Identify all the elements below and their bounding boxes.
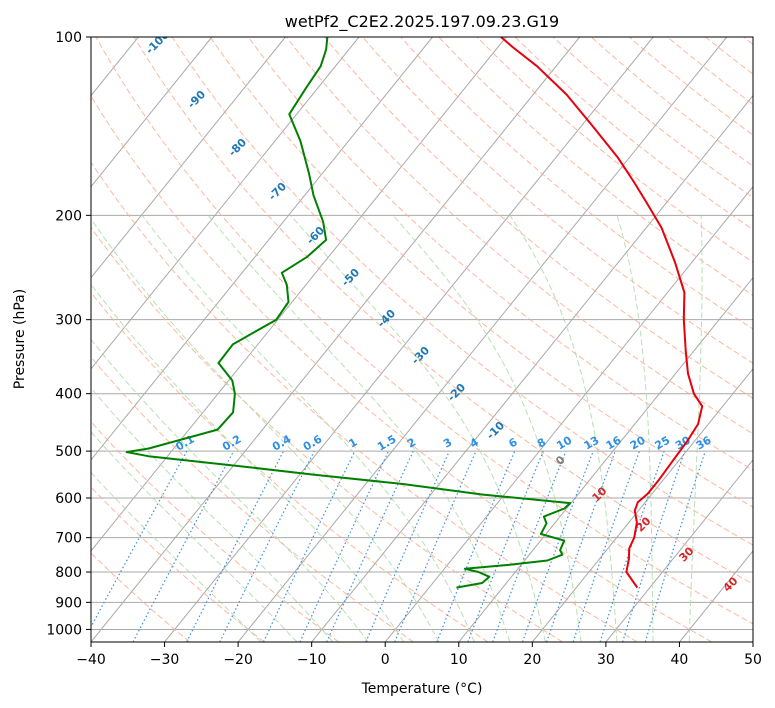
dry-adiabat-line <box>95 37 753 625</box>
isotherm-line <box>311 94 753 642</box>
isotherm-line <box>91 37 213 188</box>
dry-adiabat-line <box>91 95 713 642</box>
mixing-ratio-line <box>394 450 477 642</box>
isotherm-line <box>752 641 753 642</box>
x-tick-label: 50 <box>744 652 762 668</box>
isotherm-line <box>531 368 753 642</box>
moist-adiabat-line <box>207 214 511 642</box>
x-tick-label: −30 <box>150 652 180 668</box>
isotherm-line <box>164 37 654 642</box>
dry-adiabat-line <box>171 37 753 546</box>
x-tick-label: 40 <box>671 652 689 668</box>
mixing-ratio-line <box>219 450 315 642</box>
dry-adiabat-line <box>91 486 265 642</box>
moist-adiabat-line <box>91 218 440 642</box>
moist-adiabat-line <box>290 214 546 642</box>
moist-adiabat-line <box>688 215 703 642</box>
dry-adiabat-line <box>362 37 753 364</box>
temperature-profile-line <box>500 37 704 589</box>
dry-adiabat-line <box>400 37 753 330</box>
isotherm-line <box>91 37 286 279</box>
y-tick-label: 400 <box>55 387 82 403</box>
dry-adiabat-line <box>209 37 753 508</box>
moist-adiabat-line <box>392 214 582 642</box>
x-axis-title: Temperature (°C) <box>361 681 483 697</box>
moist-adiabat-line <box>91 283 405 642</box>
moist-adiabat-line <box>91 338 369 642</box>
moist-adiabat-line <box>509 215 618 642</box>
y-axis: 100 200 300 400 500 600 700 800 900 1000 <box>46 30 91 638</box>
y-tick-label: 300 <box>55 313 82 329</box>
x-tick-label: −20 <box>223 652 253 668</box>
x-tick-label: 20 <box>523 652 541 668</box>
mixing-ratio-line <box>326 450 414 642</box>
y-tick-label: 100 <box>55 30 82 46</box>
dry-adiabat-line <box>590 37 753 167</box>
moist-adiabat-line <box>616 215 654 642</box>
isotherm-line <box>91 37 360 370</box>
x-tick-label: −10 <box>297 652 327 668</box>
isotherm-line <box>458 276 753 642</box>
mixing-ratio-line <box>262 450 356 642</box>
y-tick-label: 800 <box>55 565 82 581</box>
mixing-ratio-line <box>521 450 594 642</box>
x-tick-label: 10 <box>450 652 468 668</box>
isotherm-line <box>384 185 753 642</box>
moist-adiabat-line <box>141 215 475 642</box>
y-tick-label: 900 <box>55 595 82 611</box>
moist-adiabat-line <box>91 387 334 642</box>
isotherm-line <box>237 37 728 642</box>
isotherm-line <box>91 37 433 461</box>
y-tick-label: 700 <box>55 531 82 547</box>
y-tick-label: 1000 <box>46 622 82 638</box>
dry-adiabat-line <box>91 356 414 642</box>
mixing-ratio-line <box>622 450 686 642</box>
moist-adiabat-line <box>91 471 262 642</box>
plot-frame <box>90 36 754 643</box>
y-tick-label: 200 <box>55 208 82 224</box>
x-tick-label: 30 <box>597 652 615 668</box>
isotherm-line <box>91 37 581 642</box>
isotherm-line <box>91 37 507 552</box>
dry-adiabat-line <box>91 291 489 642</box>
mixing-ratio-line <box>299 450 390 642</box>
dry-adiabat-line <box>438 37 753 296</box>
dewpoint-profile-line <box>125 37 572 589</box>
x-tick-label: −40 <box>76 652 106 668</box>
y-tick-label: 500 <box>55 444 82 460</box>
y-tick-label: 600 <box>55 491 82 507</box>
y-axis-title: Pressure (hPa) <box>12 289 28 389</box>
mixing-ratio-line <box>546 450 616 642</box>
dry-adiabat-line <box>286 37 753 435</box>
x-tick-label: 0 <box>381 652 390 668</box>
dry-adiabat-line <box>247 37 753 471</box>
mixing-ratio-line <box>572 450 641 642</box>
chart-title: wetPf2_C2E2.2025.197.09.23.G19 <box>285 12 559 32</box>
dry-adiabat-line <box>91 226 563 642</box>
mixing-ratio-line <box>91 450 188 629</box>
dry-adiabat-line <box>133 37 753 585</box>
dry-adiabat-line <box>324 37 753 399</box>
background-lines <box>0 37 753 642</box>
isotherm-line <box>605 459 753 642</box>
dry-adiabat-line <box>476 37 753 263</box>
isotherm-line <box>0 37 65 642</box>
x-axis: −40 −30 −20 −10 0 10 20 30 40 50 <box>76 642 762 668</box>
mixing-ratio-line <box>644 450 706 642</box>
profile-lines <box>125 37 704 589</box>
